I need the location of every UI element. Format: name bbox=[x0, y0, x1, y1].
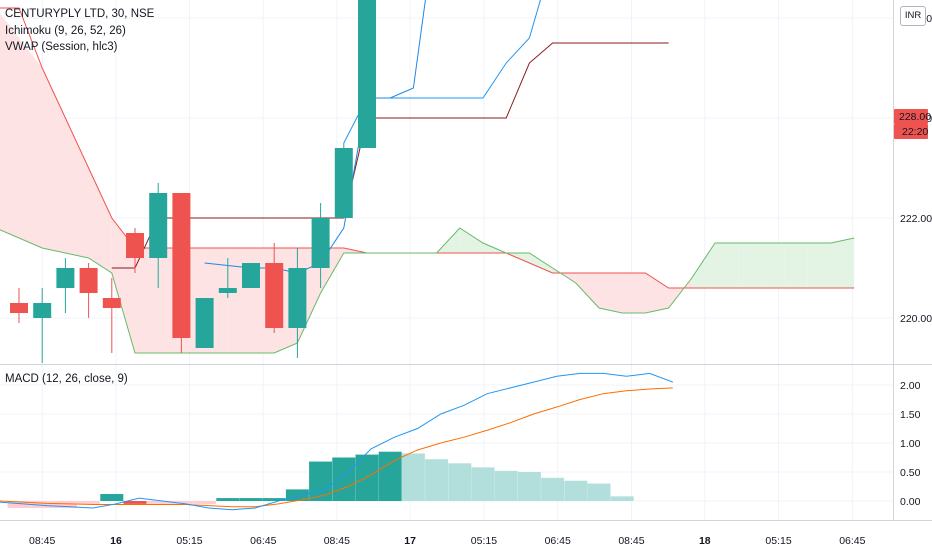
ichimoku-cloud-segment bbox=[831, 238, 855, 288]
candle-body bbox=[311, 218, 330, 268]
time-axis-tick: 06:45 bbox=[839, 535, 865, 547]
vwap-line bbox=[204, 0, 426, 274]
candle-body bbox=[218, 288, 237, 293]
ichimoku-cloud-segment bbox=[738, 243, 762, 288]
macd-histogram-bar bbox=[378, 451, 402, 501]
time-axis-tick: 06:45 bbox=[545, 535, 571, 547]
price-axis-tick: 220.00 bbox=[900, 313, 932, 325]
macd-histogram-bar bbox=[610, 496, 634, 501]
ichimoku-cloud-segment bbox=[529, 253, 553, 273]
macd-histogram-bar bbox=[193, 501, 217, 504]
macd-histogram-bar bbox=[262, 498, 286, 501]
candle-body bbox=[265, 263, 284, 328]
macd-histogram-bar bbox=[146, 501, 170, 504]
macd-histogram-bar bbox=[448, 463, 472, 501]
candle-body bbox=[33, 303, 52, 318]
ichimoku-cloud-segment bbox=[575, 273, 599, 308]
candle-body bbox=[334, 148, 353, 218]
time-axis-tick: 08:45 bbox=[29, 535, 55, 547]
macd-histogram-bar bbox=[123, 501, 147, 504]
ichimoku-cloud-segment bbox=[88, 168, 112, 273]
macd-histogram-bar bbox=[100, 494, 124, 501]
price-badge-text: 228.00 bbox=[899, 111, 931, 123]
macd-histogram-bar bbox=[587, 483, 611, 501]
ichimoku-cloud-segment bbox=[0, 13, 43, 248]
vwap-legend[interactable]: VWAP (Session, hlc3) bbox=[5, 41, 118, 53]
ichimoku-cloud-segment bbox=[715, 243, 739, 288]
time-axis-tick: 05:15 bbox=[176, 535, 202, 547]
tenkan-sen-line bbox=[343, 0, 541, 144]
ichimoku-cloud-segment bbox=[135, 248, 159, 353]
macd-axis-tick: 0.50 bbox=[900, 467, 921, 479]
ichimoku-cloud-segment bbox=[691, 243, 715, 288]
ichimoku-cloud-segment bbox=[599, 273, 623, 313]
ichimoku-cloud-segment bbox=[807, 243, 831, 288]
candle-body bbox=[10, 303, 28, 313]
candle-body bbox=[149, 193, 168, 258]
macd-histogram-bar bbox=[77, 501, 101, 504]
symbol-legend[interactable]: CENTURYPLY LTD, 30, NSE bbox=[5, 8, 155, 20]
time-axis-tick: 08:45 bbox=[324, 535, 350, 547]
macd-histogram-bar bbox=[332, 457, 356, 501]
time-badge-text: 22:20 bbox=[902, 126, 928, 138]
kijun-sen-line bbox=[111, 42, 669, 269]
macd-axis-tick: 2.00 bbox=[900, 380, 921, 392]
candle-body bbox=[126, 233, 144, 258]
macd-histogram-bar bbox=[239, 498, 263, 501]
macd-histogram-bar bbox=[285, 489, 309, 501]
ichimoku-cloud-segment bbox=[645, 273, 669, 313]
ichimoku-cloud-segment bbox=[784, 243, 808, 288]
ichimoku-cloud-segment bbox=[459, 228, 483, 253]
time-axis-tick: 18 bbox=[699, 535, 711, 547]
macd-histogram-bar bbox=[53, 501, 77, 508]
time-axis-tick: 05:15 bbox=[471, 535, 497, 547]
candle-body bbox=[56, 268, 75, 288]
price-badge bbox=[894, 109, 928, 124]
macd-histogram-bar bbox=[425, 459, 449, 501]
candle-body bbox=[242, 263, 260, 288]
time-axis-tick: 08:45 bbox=[618, 535, 644, 547]
macd-axis-tick: 1.50 bbox=[900, 409, 921, 421]
candle-body bbox=[102, 298, 121, 308]
macd-histogram-bar bbox=[471, 467, 495, 501]
candle-body bbox=[358, 0, 376, 148]
candle-body bbox=[195, 298, 214, 348]
macd-histogram-bar bbox=[309, 461, 333, 501]
time-badge bbox=[894, 124, 928, 139]
price-axis-tick: 222.00 bbox=[900, 213, 932, 225]
macd-histogram-bar bbox=[7, 501, 31, 508]
macd-histogram-bar bbox=[541, 477, 565, 501]
ichimoku-legend[interactable]: Ichimoku (9, 26, 52, 26) bbox=[5, 25, 126, 37]
currency-badge[interactable]: INR bbox=[900, 6, 926, 26]
time-axis-tick: 16 bbox=[110, 535, 122, 547]
time-axis-tick: 06:45 bbox=[250, 535, 276, 547]
macd-histogram-bar bbox=[517, 472, 541, 501]
macd-histogram-bar bbox=[494, 470, 518, 501]
ichimoku-cloud-segment bbox=[622, 273, 646, 313]
macd-legend[interactable]: MACD (12, 26, close, 9) bbox=[5, 373, 128, 385]
macd-line bbox=[0, 372, 673, 511]
macd-axis-tick: 1.00 bbox=[900, 438, 921, 450]
macd-histogram-bar bbox=[401, 453, 425, 501]
macd-histogram-bar bbox=[564, 480, 588, 501]
ichimoku-cloud-segment bbox=[42, 68, 89, 258]
time-axis-tick: 17 bbox=[404, 535, 416, 547]
time-axis-tick: 05:15 bbox=[765, 535, 791, 547]
macd-histogram-bar bbox=[30, 501, 54, 508]
candle-body bbox=[79, 268, 98, 293]
macd-histogram-bar bbox=[355, 454, 379, 501]
ichimoku-cloud-segment bbox=[761, 243, 785, 288]
macd-histogram-bar bbox=[216, 498, 240, 501]
candle-body bbox=[288, 268, 307, 328]
macd-histogram-bar bbox=[169, 501, 193, 504]
macd-axis-tick: 0.00 bbox=[900, 496, 921, 508]
senkou-span-a-line bbox=[0, 227, 855, 354]
candle-body bbox=[172, 193, 191, 338]
